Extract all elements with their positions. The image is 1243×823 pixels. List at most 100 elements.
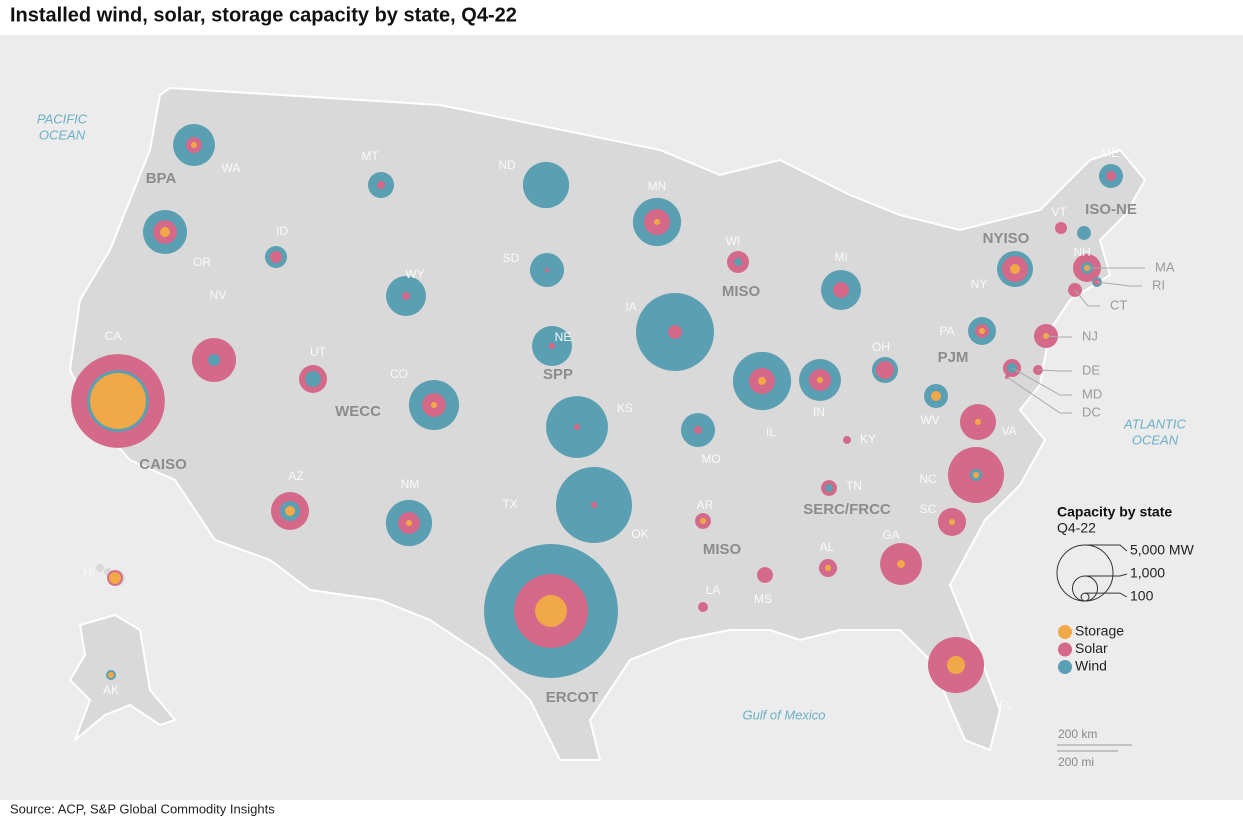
- state-label: ND: [498, 158, 516, 172]
- ocean-label: ATLANTIC: [1123, 416, 1186, 431]
- capacity-bubble: [978, 327, 986, 335]
- state-label: IL: [766, 425, 776, 439]
- source: Source: ACP, S&P Global Commodity Insigh…: [10, 801, 275, 816]
- ocean-label: OCEAN: [1132, 432, 1179, 447]
- legend-swatch: [1058, 660, 1072, 674]
- region-label: ERCOT: [546, 689, 599, 706]
- alaska-land: [68, 613, 177, 744]
- state-label: AK: [103, 683, 119, 697]
- state-label: SC: [920, 502, 937, 516]
- state-label: MT: [361, 149, 379, 163]
- capacity-bubble: [699, 517, 707, 525]
- leader-line: [1011, 367, 1072, 396]
- capacity-bubble: [972, 471, 980, 479]
- state-label: MN: [648, 179, 667, 193]
- capacity-bubble: [284, 505, 296, 517]
- capacity-bubble: [548, 342, 556, 350]
- capacity-bubble: [734, 258, 742, 266]
- capacity-bubble: [824, 564, 832, 572]
- state-label: MA: [1155, 259, 1175, 274]
- state-label: MO: [701, 452, 720, 466]
- region-label: CAISO: [139, 456, 187, 473]
- state-label: NV: [210, 288, 227, 302]
- state-label: ME: [1101, 146, 1119, 160]
- capacity-bubble: [875, 360, 895, 380]
- capacity-bubble: [159, 226, 171, 238]
- region-label: WECC: [335, 403, 381, 420]
- bubbles: [71, 124, 1124, 693]
- state-label: TX: [502, 497, 517, 511]
- capacity-bubble: [430, 401, 438, 409]
- state-label: AL: [820, 540, 835, 554]
- legend-leader: [1085, 544, 1128, 552]
- leader-line: [1037, 369, 1072, 372]
- capacity-bubble: [668, 325, 682, 339]
- region-label: MISO: [703, 541, 742, 558]
- capacity-bubble: [653, 218, 661, 226]
- state-label: NH: [1073, 245, 1090, 259]
- capacity-bubble: [405, 519, 413, 527]
- state-label: ID: [276, 224, 288, 238]
- state-label: MS: [754, 592, 772, 606]
- state-label: MD: [1082, 386, 1102, 401]
- state-label: UT: [310, 345, 327, 359]
- capacity-bubble: [190, 141, 198, 149]
- state-label: LA: [706, 583, 721, 597]
- ocean-label: OCEAN: [39, 127, 86, 142]
- state-label: KY: [860, 432, 876, 446]
- capacity-bubble: [974, 418, 982, 426]
- region-label: SERC/FRCC: [803, 501, 891, 518]
- state-label: OR: [193, 255, 211, 269]
- capacity-bubble: [535, 595, 567, 627]
- capacity-bubble: [1105, 170, 1117, 182]
- capacity-bubble: [107, 671, 115, 679]
- state-label: MI: [834, 250, 847, 264]
- leader-line: [1006, 376, 1072, 414]
- state-label: NC: [919, 472, 937, 486]
- capacity-bubble: [946, 655, 966, 675]
- legend-size-label: 5,000 MW: [1130, 542, 1195, 558]
- capacity-bubble: [573, 423, 581, 431]
- ocean-label: Gulf of Mexico: [742, 707, 825, 722]
- leader-line: [1045, 335, 1072, 338]
- state-label: OH: [872, 340, 890, 354]
- state-label: WA: [222, 161, 241, 175]
- state-label: NJ: [1082, 328, 1098, 343]
- region-label: ISO-NE: [1085, 201, 1137, 218]
- state-label: IN: [813, 405, 825, 419]
- region-label: MISO: [722, 283, 761, 300]
- capacity-bubble: [1077, 226, 1091, 240]
- region-label: NYISO: [983, 230, 1030, 247]
- scale-label: 200 mi: [1058, 755, 1094, 769]
- state-label: TN: [846, 479, 862, 493]
- capacity-bubble: [207, 353, 221, 367]
- capacity-bubble: [90, 373, 146, 429]
- capacity-bubble: [522, 161, 570, 209]
- region-label: PJM: [938, 349, 969, 366]
- capacity-bubble: [377, 181, 385, 189]
- legend-swatch: [1058, 642, 1072, 657]
- state-label: VA: [1001, 424, 1016, 438]
- state-label: NE: [555, 330, 572, 344]
- legend-size-label: 100: [1130, 588, 1154, 604]
- legend-swatch: [1058, 625, 1072, 639]
- legend-label: Wind: [1075, 658, 1107, 674]
- state-label: HI: [83, 565, 95, 579]
- state-label: DC: [1082, 404, 1101, 419]
- region-label: SPP: [543, 366, 573, 383]
- capacity-bubble: [694, 426, 702, 434]
- scale-label: 200 km: [1058, 727, 1097, 741]
- capacity-bubble: [305, 371, 321, 387]
- state-label: IA: [625, 300, 636, 314]
- capacity-bubble: [816, 376, 824, 384]
- state-label: OK: [631, 527, 648, 541]
- state-label: CA: [105, 329, 122, 343]
- legend-label: Solar: [1075, 640, 1108, 656]
- capacity-bubble: [833, 282, 849, 298]
- legend-leader: [1085, 573, 1128, 577]
- capacity-bubble: [825, 484, 833, 492]
- state-label: CO: [390, 367, 408, 381]
- state-label: GA: [882, 528, 899, 542]
- capacity-bubble: [108, 571, 122, 585]
